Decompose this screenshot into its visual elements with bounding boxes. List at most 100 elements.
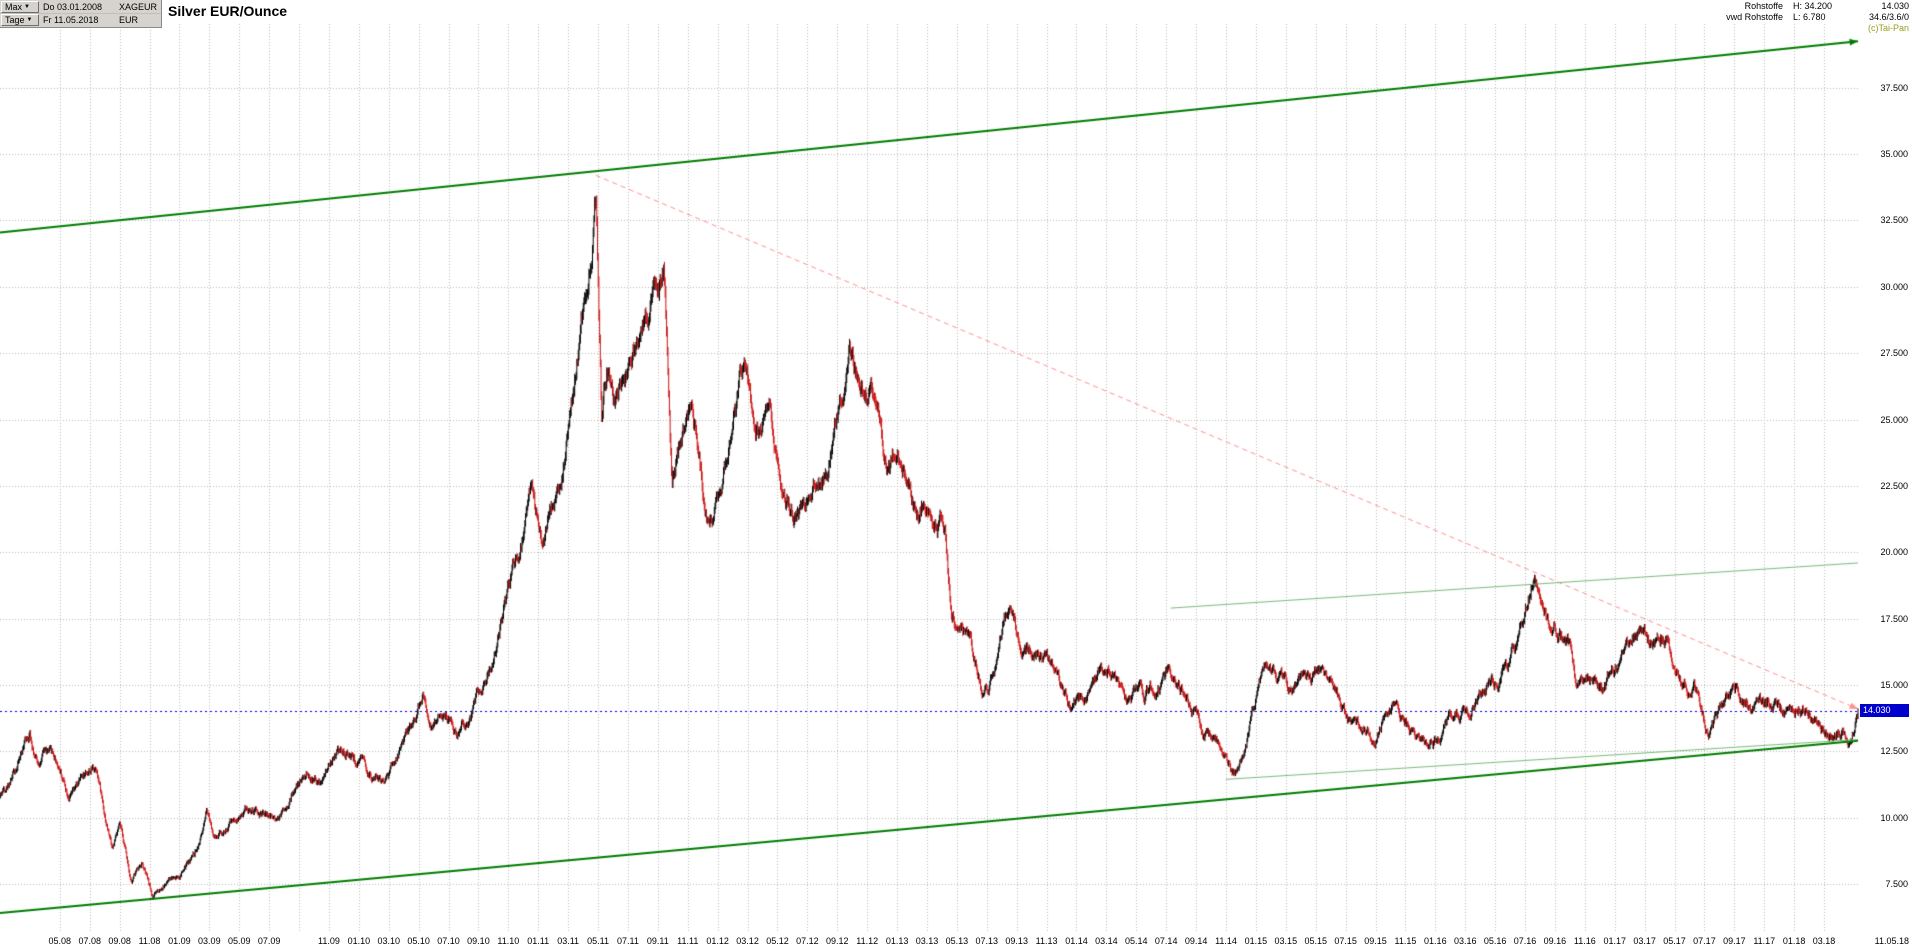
period-dropdown-label: Tage <box>5 15 25 25</box>
period-dropdown[interactable]: Tage ▼ <box>1 14 39 26</box>
end-date-field[interactable]: Fr 11.05.2018 <box>43 15 99 25</box>
x-axis-label: 03.14 <box>1095 936 1118 946</box>
x-axis-label: 03.17 <box>1633 936 1656 946</box>
x-axis-label: 03.18 <box>1812 936 1836 946</box>
x-axis-label: 09.12 <box>826 936 849 946</box>
x-axis-label: 01.17 <box>1603 936 1626 946</box>
x-axis-label: 05.10 <box>407 936 430 946</box>
x-axis-label: 11.17 <box>1753 936 1776 946</box>
info-panel: Rohstoffe H: 34.200 14.030 vwd Rohstoffe… <box>1726 1 1909 34</box>
y-axis-label: 7.500 <box>1885 879 1908 890</box>
y-axis-label: 17.500 <box>1880 613 1908 624</box>
y-axis-label: 30.000 <box>1880 281 1908 292</box>
x-axis-label: 01.09 <box>168 936 191 946</box>
x-axis-label: 03.16 <box>1453 936 1477 946</box>
x-axis-label: 07.11 <box>617 936 639 946</box>
last-price-tag: 14.030 <box>1860 703 1909 717</box>
x-axis-label: 07.13 <box>975 936 999 946</box>
x-axis-label: 07.09 <box>257 936 281 946</box>
currency-field[interactable]: EUR <box>119 15 139 25</box>
x-axis-label: 05.15 <box>1304 936 1327 946</box>
x-axis-label: 09.15 <box>1364 936 1387 946</box>
chevron-down-icon: ▼ <box>24 3 30 10</box>
x-axis-label: 07.08 <box>78 936 101 946</box>
x-axis-label: 01.15 <box>1244 936 1268 946</box>
info-row-copyright: (c)Tai-Pan <box>1726 23 1909 34</box>
y-axis-label: 20.000 <box>1880 547 1908 558</box>
start-date-field[interactable]: Do 03.01.2008 <box>43 1 103 12</box>
x-axis-label: 11.14 <box>1215 936 1237 946</box>
x-axis-label: 01.18 <box>1782 936 1806 946</box>
category-label: Rohstoffe <box>1744 1 1783 11</box>
toolbar-row-1: Max ▼ Do 03.01.2008 XAGEUR <box>0 0 161 13</box>
x-axis-label: 05.08 <box>48 936 72 946</box>
x-axis-label: 05.16 <box>1483 936 1507 946</box>
x-axis-label: 01.14 <box>1065 936 1088 946</box>
info-row-high: Rohstoffe H: 34.200 14.030 <box>1726 1 1909 12</box>
x-axis-label: 09.16 <box>1543 936 1567 946</box>
y-axis-label: 12.500 <box>1880 746 1908 757</box>
x-axis-label: 01.13 <box>885 936 909 946</box>
x-axis-label: 05.13 <box>945 936 969 946</box>
x-axis-label: 03.12 <box>736 936 759 946</box>
y-axis-label: 15.000 <box>1880 680 1908 691</box>
x-axis-label: 05.09 <box>227 936 251 946</box>
x-axis-label: 11.12 <box>856 936 879 946</box>
high-value: H: 34.200 <box>1793 1 1833 11</box>
y-axis-label: 25.000 <box>1880 414 1908 425</box>
toolbar: Max ▼ Do 03.01.2008 XAGEUR Tage ▼ Fr 11.… <box>0 0 162 28</box>
time-axis: 11.05.18 05.08 07.08 09.08 11.08 01.09 03.09 0… <box>0 934 1912 950</box>
x-axis-label: 11.10 <box>497 936 520 946</box>
symbol-field[interactable]: XAGEUR <box>119 1 158 12</box>
toolbar-row-2: Tage ▼ Fr 11.05.2018 EUR <box>0 13 161 26</box>
x-axis-label: 09.08 <box>108 936 131 946</box>
x-axis-label: 11.11 <box>677 936 699 946</box>
x-axis-label: 01.12 <box>706 936 729 946</box>
info-row-low: vwd Rohstoffe L: 6.780 34.6/3.6/0 <box>1726 12 1909 23</box>
x-axis-label: 09.10 <box>467 936 490 946</box>
x-axis-label: 11.09 <box>317 936 340 946</box>
x-axis-label: 03.11 <box>557 936 580 946</box>
scale-info: 34.6/3.6/0 <box>1868 12 1909 22</box>
x-axis-label: 03.10 <box>377 936 400 946</box>
low-value: L: 6.780 <box>1793 12 1826 22</box>
x-axis-label: 11.08 <box>138 936 161 946</box>
x-axis-label: 09.13 <box>1005 936 1028 946</box>
x-axis-label: 07.10 <box>437 936 460 946</box>
range-dropdown-label: Max <box>5 1 23 12</box>
chart-title: Silver EUR/Ounce <box>168 3 288 19</box>
x-axis-label: 05.12 <box>766 936 789 946</box>
x-axis-label: 01.11 <box>527 936 550 946</box>
x-axis-label: 07.12 <box>796 936 819 946</box>
x-axis-label: 05.17 <box>1663 936 1686 946</box>
y-axis-label: 27.500 <box>1880 348 1908 359</box>
chevron-down-icon: ▼ <box>26 17 33 23</box>
range-dropdown[interactable]: Max ▼ <box>1 0 39 13</box>
x-axis-label: 07.17 <box>1693 936 1716 946</box>
x-axis-label: 03.13 <box>915 936 939 946</box>
x-axis-label: 05.11 <box>587 936 609 946</box>
x-axis-label: 05.14 <box>1125 936 1148 946</box>
copyright-label: (c)Tai-Pan <box>1867 23 1909 33</box>
y-axis-label: 32.500 <box>1880 215 1908 226</box>
source-label: vwd Rohstoffe <box>1726 12 1783 22</box>
x-axis-label: 09.11 <box>646 936 669 946</box>
price-axis: 7.500 10.000 12.500 15.000 17.500 20.000 22.50… <box>1860 0 1912 952</box>
x-axis-label: 03.15 <box>1274 936 1298 946</box>
x-axis-label: 01.10 <box>347 936 371 946</box>
x-axis-label: 09.17 <box>1723 936 1746 946</box>
y-axis-label: 10.000 <box>1880 812 1908 823</box>
x-axis-label: 07.16 <box>1513 936 1537 946</box>
x-axis-label: 07.14 <box>1154 936 1178 946</box>
x-axis-end-label: 11.05.18 <box>1874 936 1909 946</box>
x-axis-label: 11.15 <box>1394 936 1417 946</box>
top-right-last-value: 14.030 <box>1881 1 1909 11</box>
y-axis-label: 35.000 <box>1880 149 1908 160</box>
x-axis-label: 09.14 <box>1184 936 1208 946</box>
x-axis-label: 11.16 <box>1573 936 1596 946</box>
x-axis-label: 07.15 <box>1334 936 1357 946</box>
x-axis-label: 03.09 <box>198 936 221 946</box>
x-axis-label: 11.13 <box>1035 936 1058 946</box>
